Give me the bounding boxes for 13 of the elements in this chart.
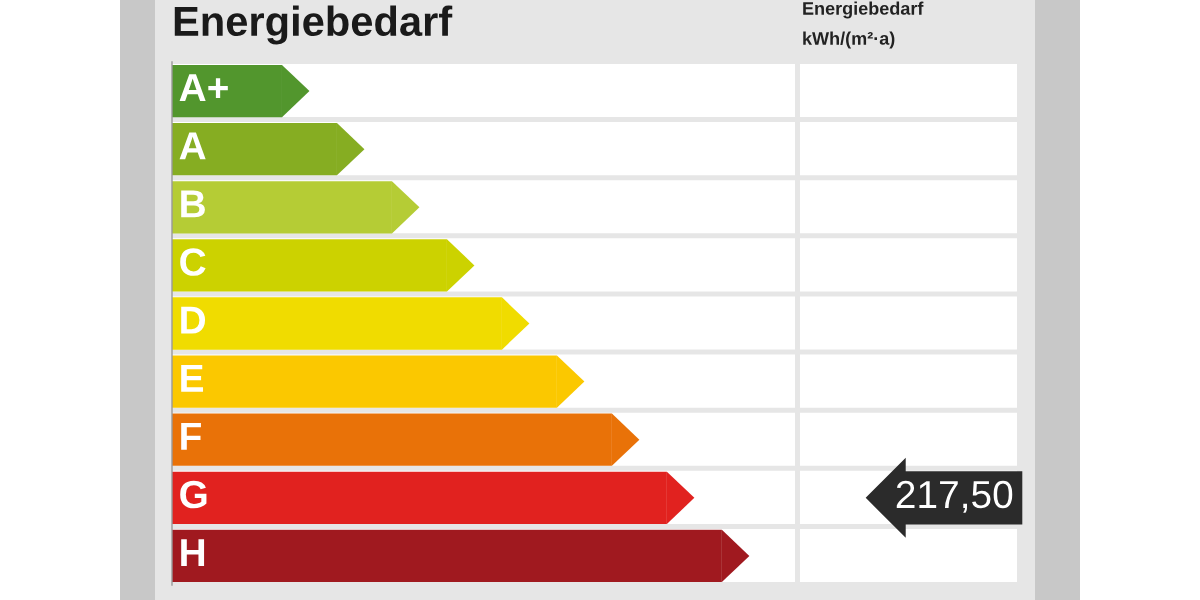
text: Energiebedarf: [803, 1, 924, 19]
y-tick-label: D: [181, 306, 206, 334]
y-tick-label: H: [181, 539, 205, 566]
y-tick-label: F: [181, 423, 201, 450]
y-tick-label: G: [180, 480, 207, 509]
text: kWh/(m²·a): [803, 31, 895, 49]
y-tick-label: C: [180, 248, 206, 276]
chart-title: Energiebedarf: [174, 5, 453, 45]
y-tick-label: A: [179, 132, 206, 160]
y-tick-label: A+: [179, 74, 228, 102]
text: 217,50: [896, 480, 1013, 513]
y-tick-label: B: [181, 190, 205, 218]
y-tick-label: E: [181, 364, 204, 392]
